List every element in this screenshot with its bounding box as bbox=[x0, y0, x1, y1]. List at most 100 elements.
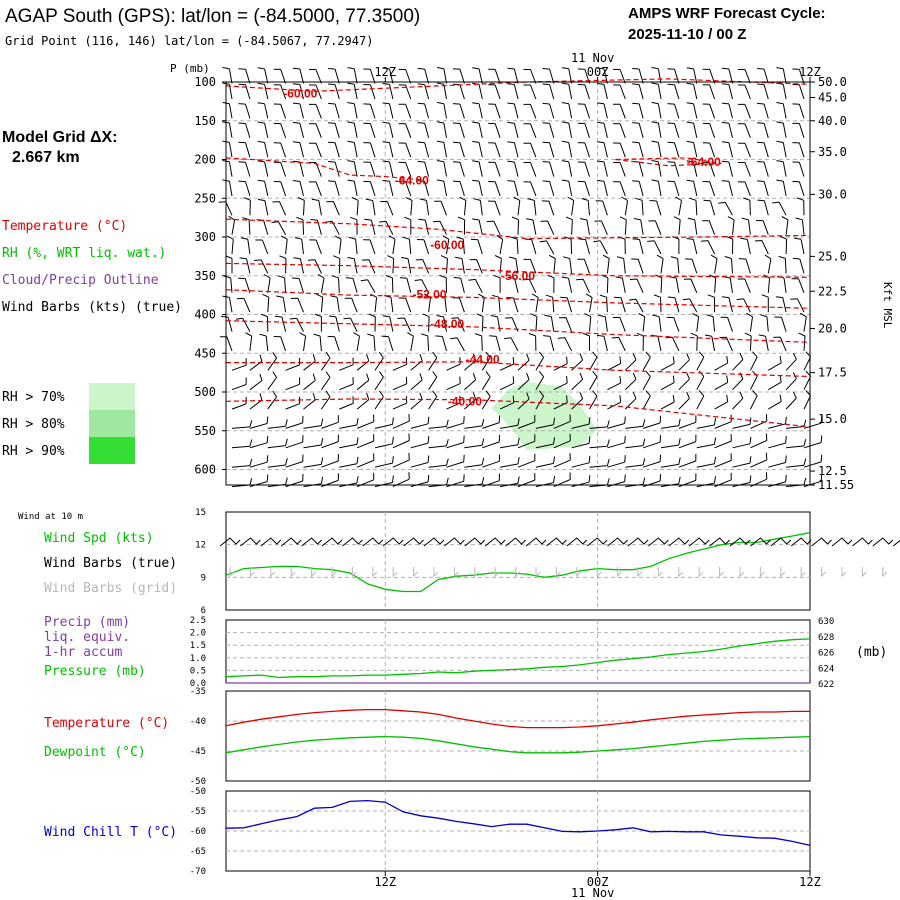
wind-barb bbox=[738, 162, 751, 177]
wind-barb bbox=[719, 336, 733, 352]
wind-barb bbox=[243, 197, 251, 216]
surface-wind-barb bbox=[301, 537, 322, 547]
wind-barb bbox=[363, 68, 376, 84]
wind-barb bbox=[472, 82, 483, 100]
wind-barbs-layer bbox=[218, 67, 823, 488]
wind-barb bbox=[757, 122, 769, 138]
wind-barb bbox=[222, 295, 233, 313]
wind-barb bbox=[477, 293, 485, 313]
wind-barb bbox=[696, 351, 705, 371]
wind-barb bbox=[754, 240, 769, 255]
wind-barb bbox=[382, 141, 394, 158]
wind-barb bbox=[238, 141, 251, 158]
wind-barb bbox=[758, 334, 769, 351]
wind-barb bbox=[410, 455, 430, 468]
series-line bbox=[225, 638, 811, 679]
wind-barb bbox=[432, 220, 447, 235]
wind-barb bbox=[398, 142, 412, 158]
wind-barb bbox=[678, 415, 697, 429]
wind-barb bbox=[428, 390, 438, 410]
wind-barb bbox=[577, 103, 590, 119]
wind-barb bbox=[750, 433, 768, 449]
wind-barb bbox=[303, 438, 324, 449]
wind-barb bbox=[796, 197, 805, 216]
legend-1hr-accum: 1-hr accum bbox=[44, 645, 122, 660]
wind-barb bbox=[333, 255, 341, 274]
wind-barb bbox=[678, 391, 690, 410]
wind-barb bbox=[292, 121, 304, 138]
legend-pressure: Pressure (mb) bbox=[44, 664, 146, 679]
wind-barb bbox=[303, 373, 316, 391]
wind-barb bbox=[238, 68, 251, 84]
wind-barb bbox=[398, 297, 412, 313]
wind-barb bbox=[625, 438, 646, 449]
wind-barb bbox=[597, 67, 608, 84]
wind-barb bbox=[517, 473, 536, 488]
wind-barb bbox=[309, 69, 322, 84]
wind-barb bbox=[510, 236, 519, 255]
wind-barb bbox=[613, 161, 626, 177]
wind-barb bbox=[738, 181, 751, 197]
chart-title: AGAP South (GPS): lat/lon = (-84.5000, 7… bbox=[5, 6, 420, 27]
wind-barb bbox=[331, 275, 340, 293]
wind-barb bbox=[744, 332, 752, 351]
wind-barb bbox=[455, 256, 465, 274]
wind-barb bbox=[553, 472, 571, 488]
wind-barb bbox=[452, 68, 465, 84]
wind-barb bbox=[260, 313, 269, 332]
wind-barb bbox=[239, 257, 251, 274]
kft-tick-label: 30.0 bbox=[818, 187, 847, 201]
wind-barb bbox=[417, 83, 430, 100]
wind-barb bbox=[320, 351, 331, 371]
surface-wind-barb bbox=[484, 537, 506, 547]
wind-barb bbox=[428, 438, 449, 449]
wind-barb bbox=[273, 142, 287, 158]
wind-barb bbox=[273, 122, 287, 138]
wind-barb bbox=[392, 396, 408, 410]
wind-barb bbox=[545, 294, 555, 313]
bottom-date-label: 11 Nov bbox=[571, 886, 614, 900]
wind-barb bbox=[446, 416, 465, 429]
wind-barb bbox=[511, 216, 519, 235]
wind-barb bbox=[238, 277, 251, 293]
legend-rh80-swatch bbox=[89, 410, 135, 437]
wind-barb bbox=[297, 197, 305, 216]
wind-barb bbox=[382, 121, 394, 138]
wind-barb bbox=[666, 316, 680, 332]
wind-barb bbox=[321, 473, 339, 488]
contour-label: -44.00 bbox=[466, 352, 500, 366]
wind-barb bbox=[507, 276, 519, 293]
wind-barb bbox=[732, 417, 752, 429]
wind-barb bbox=[507, 67, 519, 84]
wind-barb bbox=[667, 83, 680, 100]
wind-barb bbox=[635, 197, 644, 216]
wind-barb bbox=[792, 68, 805, 84]
wind-barb bbox=[311, 198, 322, 216]
wind-barb bbox=[273, 68, 287, 84]
wind-barb bbox=[803, 416, 823, 429]
wind-barb bbox=[577, 161, 590, 177]
wind-panel-label: Wind at 10 m bbox=[18, 512, 83, 522]
wind-barb bbox=[385, 275, 394, 293]
wind-barb bbox=[741, 217, 751, 235]
top-date-label: 11 Nov bbox=[571, 51, 614, 65]
wind-barb bbox=[678, 372, 690, 391]
surface-wind-barb bbox=[403, 537, 424, 547]
wind-barb bbox=[594, 220, 608, 235]
wind-barb bbox=[249, 474, 269, 488]
wind-barb bbox=[309, 103, 322, 119]
wind-barb bbox=[541, 200, 555, 216]
panel-ytick-label: 1.0 bbox=[190, 654, 206, 664]
wind-barb bbox=[343, 317, 358, 332]
wind-barb bbox=[667, 141, 680, 158]
wind-barb bbox=[786, 438, 807, 449]
wind-barb bbox=[488, 161, 501, 177]
wind-barb bbox=[321, 415, 339, 429]
wind-barb bbox=[345, 277, 358, 293]
time-label-top: 00Z bbox=[587, 65, 609, 79]
wind-barb bbox=[732, 372, 744, 391]
wind-barb bbox=[738, 103, 751, 119]
wind-barb bbox=[381, 335, 394, 352]
wind-barb bbox=[238, 161, 251, 177]
surface-wind-barb bbox=[627, 537, 649, 547]
